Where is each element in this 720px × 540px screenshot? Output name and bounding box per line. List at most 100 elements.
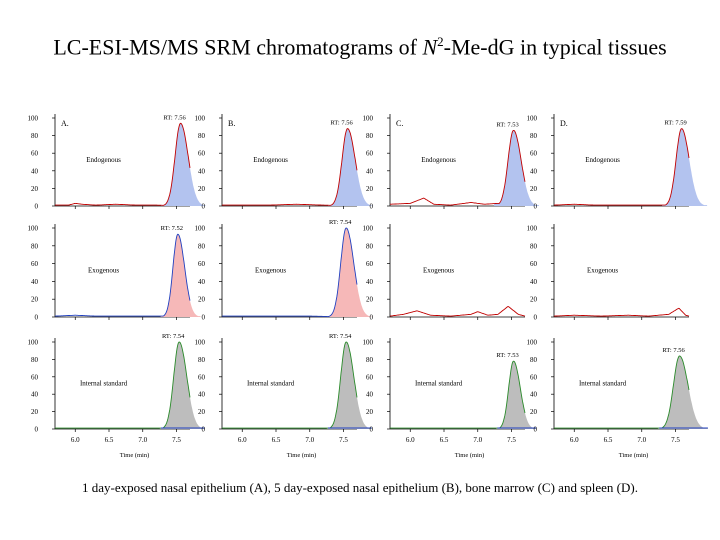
y-tick-label: 0 bbox=[534, 314, 538, 322]
chromatogram-trace bbox=[390, 360, 526, 429]
y-tick-label: 60 bbox=[198, 373, 206, 381]
x-tick-label: 6.5 bbox=[440, 436, 449, 444]
y-tick-label: 0 bbox=[534, 203, 538, 211]
y-tick-label: 100 bbox=[527, 339, 538, 347]
panel-letter: A. bbox=[61, 119, 69, 128]
title-suffix: -Me-dG in typical tissues bbox=[443, 34, 667, 60]
y-tick-label: 80 bbox=[366, 242, 374, 250]
peak-label: Endogenous bbox=[585, 156, 620, 164]
x-tick-label: 6.5 bbox=[272, 436, 281, 444]
retention-time-label: RT: 7.52 bbox=[161, 225, 183, 232]
y-tick-label: 80 bbox=[198, 242, 206, 250]
chromatogram-trace bbox=[389, 306, 526, 317]
y-tick-label: 40 bbox=[366, 278, 374, 286]
peak-area bbox=[328, 128, 374, 206]
peak-label: Exogenous bbox=[88, 267, 119, 275]
y-tick-label: 0 bbox=[534, 426, 538, 434]
peak-area bbox=[161, 123, 207, 206]
chromatogram-trace bbox=[55, 122, 191, 206]
y-tick-label: 40 bbox=[198, 391, 206, 399]
y-tick-label: 80 bbox=[366, 132, 374, 140]
x-tick-label: 6.5 bbox=[604, 436, 613, 444]
y-tick-label: 100 bbox=[363, 225, 374, 233]
panel-letter: D. bbox=[560, 119, 568, 128]
chromatogram-trace bbox=[554, 307, 690, 317]
figure-caption: 1 day-exposed nasal epithelium (A), 5 da… bbox=[82, 480, 638, 495]
y-tick-label: 80 bbox=[530, 356, 538, 364]
y-tick-label: 20 bbox=[31, 408, 39, 416]
y-tick-label: 40 bbox=[31, 391, 39, 399]
peak-label: Internal standard bbox=[415, 380, 463, 388]
y-tick-label: 80 bbox=[366, 356, 374, 364]
y-tick-label: 60 bbox=[530, 260, 538, 268]
peak-area bbox=[662, 128, 708, 206]
y-tick-label: 20 bbox=[530, 296, 538, 304]
y-tick-label: 40 bbox=[198, 167, 206, 175]
peak-area bbox=[657, 356, 708, 429]
peak-label: Endogenous bbox=[253, 156, 288, 164]
x-tick-label: 6.0 bbox=[71, 436, 80, 444]
peak-label: Exogenous bbox=[587, 267, 618, 275]
peak-area bbox=[326, 228, 372, 317]
x-tick-label: 6.0 bbox=[406, 436, 415, 444]
y-tick-label: 0 bbox=[202, 426, 206, 434]
y-tick-label: 80 bbox=[198, 132, 206, 140]
panel-letter: C. bbox=[396, 119, 403, 128]
title-italic: N bbox=[422, 34, 438, 60]
x-tick-label: 7.0 bbox=[473, 436, 482, 444]
y-tick-label: 40 bbox=[198, 278, 206, 286]
y-tick-label: 20 bbox=[198, 185, 206, 193]
x-axis-label: Time (min) bbox=[455, 452, 485, 459]
peak-area bbox=[159, 342, 205, 429]
peak-label: Endogenous bbox=[86, 156, 121, 164]
y-tick-label: 100 bbox=[195, 115, 206, 123]
x-axis-label: Time (min) bbox=[120, 452, 150, 459]
y-tick-label: 100 bbox=[527, 225, 538, 233]
y-tick-label: 80 bbox=[31, 242, 39, 250]
y-tick-label: 100 bbox=[28, 115, 39, 123]
x-tick-label: 7.5 bbox=[507, 436, 516, 444]
retention-time-label: RT: 7.54 bbox=[329, 333, 352, 340]
y-tick-label: 60 bbox=[366, 150, 374, 158]
x-tick-label: 7.5 bbox=[671, 436, 680, 444]
y-tick-label: 40 bbox=[530, 167, 538, 175]
x-tick-label: 7.5 bbox=[339, 436, 348, 444]
y-tick-label: 40 bbox=[530, 391, 538, 399]
x-tick-label: 7.5 bbox=[172, 436, 181, 444]
y-tick-label: 40 bbox=[31, 167, 39, 175]
y-tick-label: 60 bbox=[198, 150, 206, 158]
peak-label: Internal standard bbox=[80, 380, 128, 388]
y-tick-label: 80 bbox=[198, 356, 206, 364]
y-tick-label: 80 bbox=[530, 132, 538, 140]
y-tick-label: 40 bbox=[366, 167, 374, 175]
y-tick-label: 0 bbox=[202, 314, 206, 322]
y-tick-label: 20 bbox=[31, 296, 39, 304]
y-tick-label: 60 bbox=[530, 150, 538, 158]
y-tick-label: 60 bbox=[31, 373, 39, 381]
peak-area bbox=[326, 342, 372, 429]
chromatogram-trace bbox=[55, 233, 191, 317]
chromatogram-trace bbox=[390, 129, 526, 206]
y-tick-label: 100 bbox=[195, 225, 206, 233]
y-tick-label: 100 bbox=[527, 115, 538, 123]
x-tick-label: 7.0 bbox=[637, 436, 646, 444]
retention-time-label: RT: 7.56 bbox=[330, 120, 353, 127]
retention-time-label: RT: 7.53 bbox=[496, 121, 518, 128]
y-tick-label: 60 bbox=[366, 373, 374, 381]
y-tick-label: 0 bbox=[35, 314, 39, 322]
y-tick-label: 20 bbox=[530, 408, 538, 416]
y-tick-label: 20 bbox=[366, 408, 374, 416]
chromatogram-trace bbox=[222, 128, 358, 206]
y-tick-label: 60 bbox=[366, 260, 374, 268]
y-tick-label: 40 bbox=[530, 278, 538, 286]
peak-area bbox=[496, 361, 537, 429]
y-tick-label: 100 bbox=[28, 339, 39, 347]
y-tick-label: 60 bbox=[530, 373, 538, 381]
x-tick-label: 7.0 bbox=[305, 436, 314, 444]
y-tick-label: 80 bbox=[530, 242, 538, 250]
chromatogram-trace bbox=[55, 341, 191, 429]
y-tick-label: 20 bbox=[198, 296, 206, 304]
x-tick-label: 7.0 bbox=[138, 436, 147, 444]
y-tick-label: 0 bbox=[370, 203, 374, 211]
x-axis-label: Time (min) bbox=[619, 452, 649, 459]
